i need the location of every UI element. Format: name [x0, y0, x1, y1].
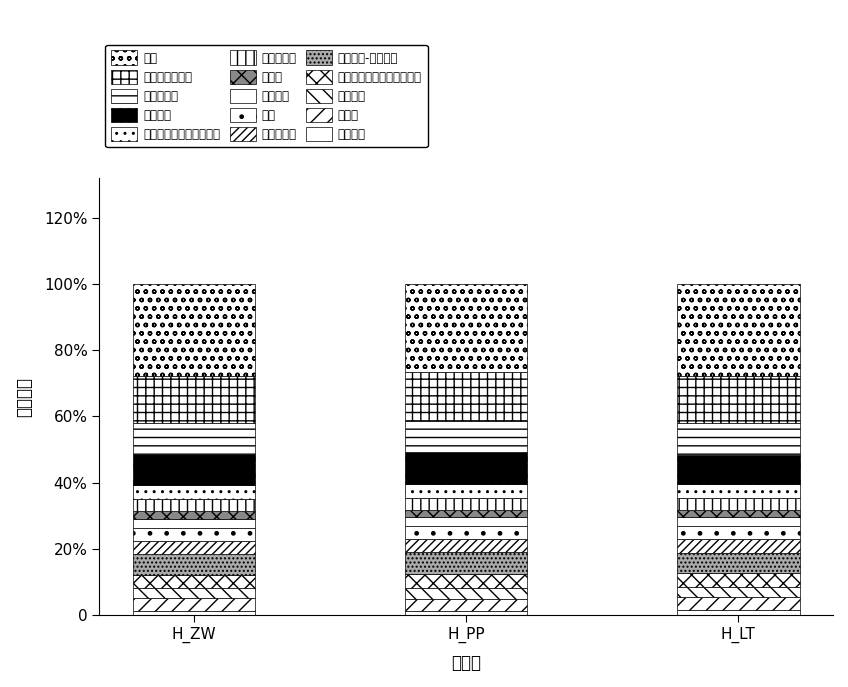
Bar [405, 451, 527, 484]
Bar [405, 284, 527, 372]
Bar [678, 587, 800, 597]
Y-axis label: 相对丰度: 相对丰度 [15, 376, 33, 416]
X-axis label: 采样点: 采样点 [451, 654, 481, 672]
Bar [678, 526, 800, 539]
Bar [678, 610, 800, 615]
Bar [133, 588, 255, 598]
Bar [678, 423, 800, 455]
Bar [133, 541, 255, 554]
Bar [678, 510, 800, 517]
Bar [678, 376, 800, 423]
Bar [405, 517, 527, 526]
Bar [405, 526, 527, 539]
Bar [405, 484, 527, 498]
Bar [133, 423, 255, 454]
Bar [405, 539, 527, 552]
Bar [678, 284, 800, 376]
Bar [678, 552, 800, 574]
Bar [133, 611, 255, 615]
Bar [133, 519, 255, 528]
Bar [405, 611, 527, 615]
Bar [405, 588, 527, 598]
Bar [405, 598, 527, 611]
Bar [133, 598, 255, 611]
Bar [405, 498, 527, 510]
Bar [133, 454, 255, 485]
Bar [133, 499, 255, 511]
Bar [678, 484, 800, 498]
Bar [405, 420, 527, 451]
Bar [678, 455, 800, 484]
Bar [405, 552, 527, 574]
Legend: 其他, 碳水化合物代谢, 氨基酸代谢, 能量代谢, 辅助因子和维生素的代谢, 核苷酸代谢, 膜转运, 信号传导, 转化, 复制和修复, 细胞群落-原核生物, 外: 其他, 碳水化合物代谢, 氨基酸代谢, 能量代谢, 辅助因子和维生素的代谢, 核… [105, 45, 427, 147]
Bar [133, 511, 255, 519]
Bar [133, 284, 255, 376]
Bar [678, 597, 800, 610]
Bar [405, 510, 527, 517]
Bar [678, 539, 800, 552]
Bar [133, 554, 255, 574]
Bar [678, 498, 800, 510]
Bar [405, 574, 527, 588]
Bar [133, 376, 255, 423]
Bar [133, 574, 255, 588]
Bar [405, 372, 527, 420]
Bar [133, 528, 255, 541]
Bar [678, 574, 800, 587]
Bar [133, 485, 255, 499]
Bar [678, 517, 800, 526]
